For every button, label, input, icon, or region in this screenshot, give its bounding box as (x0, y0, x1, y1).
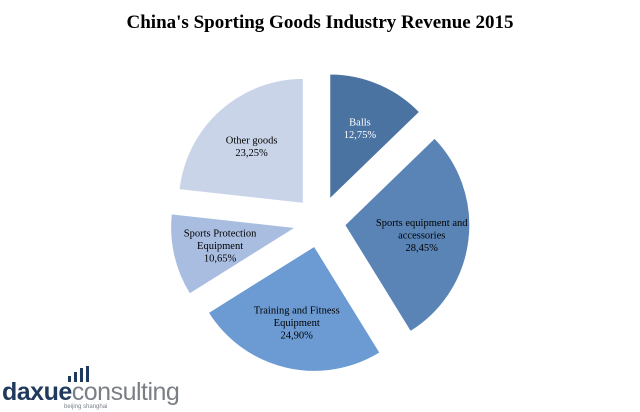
pie-slice-1 (344, 137, 471, 333)
logo-subtext: beijing shanghai (64, 404, 108, 410)
pie-slice-label-2: Training and Fitness Equipment 24,90% (254, 305, 340, 341)
logo-bars-icon (66, 366, 96, 382)
pie-slice-2 (207, 245, 381, 372)
pie-slice-label-3: Sports Protection Equipment 10,65% (184, 228, 257, 264)
pie-slice-label-0: Balls 12,75% (344, 117, 377, 141)
daxue-consulting-logo: daxueconsulting beijing shanghai (2, 366, 212, 410)
pie-slice-label-1: Sports equipment and accessories 28,45% (376, 218, 468, 254)
pie-slice-4 (178, 77, 304, 204)
logo-daxue-text: daxue (2, 378, 72, 406)
pie-slice-3 (170, 213, 298, 295)
logo-consulting-text: consulting (71, 378, 180, 406)
logo-wordmark: daxueconsulting (2, 378, 180, 407)
chart-title: China's Sporting Goods Industry Revenue … (126, 12, 514, 33)
pie-slice-label-4: Other goods 23,25% (226, 135, 278, 159)
pie-slice-0 (329, 73, 421, 201)
